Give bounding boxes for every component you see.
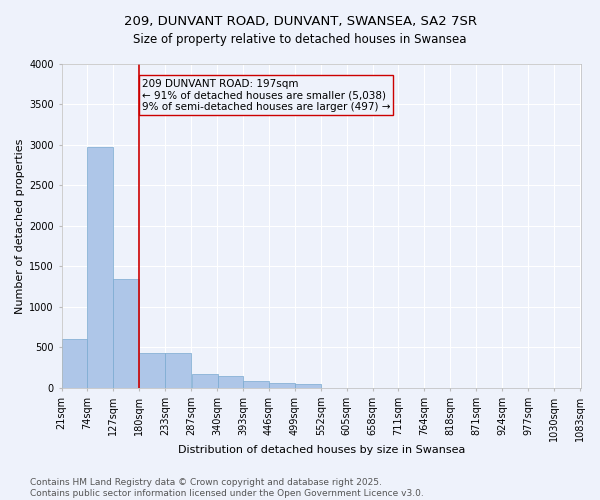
X-axis label: Distribution of detached houses by size in Swansea: Distribution of detached houses by size … bbox=[178, 445, 465, 455]
Text: Size of property relative to detached houses in Swansea: Size of property relative to detached ho… bbox=[133, 32, 467, 46]
Bar bbox=[218, 376, 244, 388]
Bar bbox=[244, 381, 269, 388]
Bar bbox=[113, 278, 139, 388]
Bar bbox=[295, 384, 321, 388]
Bar bbox=[88, 148, 113, 388]
Bar bbox=[165, 353, 191, 388]
Bar bbox=[269, 384, 295, 388]
Text: 209 DUNVANT ROAD: 197sqm
← 91% of detached houses are smaller (5,038)
9% of semi: 209 DUNVANT ROAD: 197sqm ← 91% of detach… bbox=[142, 78, 390, 112]
Text: Contains HM Land Registry data © Crown copyright and database right 2025.
Contai: Contains HM Land Registry data © Crown c… bbox=[30, 478, 424, 498]
Y-axis label: Number of detached properties: Number of detached properties bbox=[15, 138, 25, 314]
Bar bbox=[62, 340, 88, 388]
Bar bbox=[139, 353, 165, 388]
Text: 209, DUNVANT ROAD, DUNVANT, SWANSEA, SA2 7SR: 209, DUNVANT ROAD, DUNVANT, SWANSEA, SA2… bbox=[124, 15, 476, 28]
Bar bbox=[191, 374, 218, 388]
